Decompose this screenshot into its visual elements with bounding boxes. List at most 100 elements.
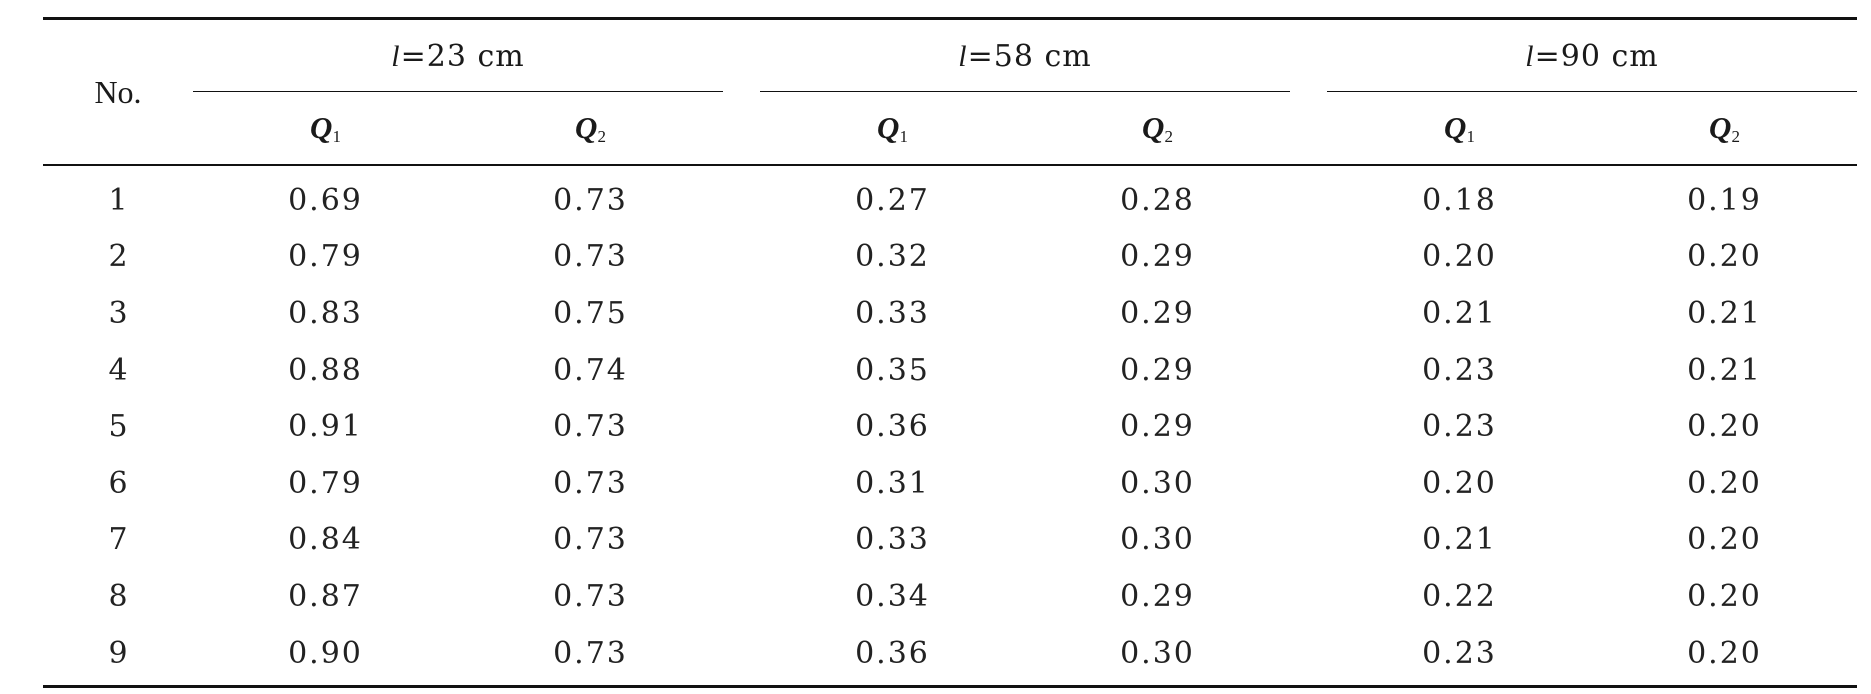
column-header-q1: Q1 xyxy=(1327,92,1592,166)
value-cell: 0.21 xyxy=(1422,295,1497,331)
value-cell: 0.18 xyxy=(1422,182,1497,218)
value-cell: 0.20 xyxy=(1422,465,1497,501)
table-row: 9 0.90 0.73 0.36 0.30 0.23 0.20 xyxy=(43,624,1857,689)
table-row: 6 0.79 0.73 0.31 0.30 0.20 0.20 xyxy=(43,455,1857,512)
value-cell: 0.75 xyxy=(553,295,628,331)
no-column-header: No. xyxy=(43,20,193,166)
table-row: 7 0.84 0.73 0.33 0.30 0.21 0.20 xyxy=(43,512,1857,569)
group-var: l xyxy=(391,39,401,73)
value-cell: 0.27 xyxy=(855,182,930,218)
value-cell: 0.29 xyxy=(1120,578,1195,614)
row-number-cell: 7 xyxy=(108,522,128,558)
value-cell: 0.29 xyxy=(1120,352,1195,388)
value-cell: 0.23 xyxy=(1327,624,1592,689)
column-header-q2: Q2 xyxy=(458,92,723,166)
value-cell: 0.88 xyxy=(288,352,363,388)
data-table-container: No. l=23 cm l=58 cm l=90 cm Q1 Q2 xyxy=(43,17,1857,689)
group-underline xyxy=(193,91,723,92)
value-cell: 0.35 xyxy=(855,352,930,388)
value-cell: 0.36 xyxy=(760,624,1025,689)
row-number-cell: 1 xyxy=(108,182,128,218)
group-var: l xyxy=(958,39,968,73)
data-table: No. l=23 cm l=58 cm l=90 cm Q1 Q2 xyxy=(43,17,1857,689)
value-cell: 0.30 xyxy=(1025,624,1290,689)
value-cell: 0.23 xyxy=(1422,409,1497,445)
table-row: 2 0.79 0.73 0.32 0.29 0.20 0.20 xyxy=(43,229,1857,286)
value-cell: 0.30 xyxy=(1120,465,1195,501)
value-cell: 0.28 xyxy=(1120,182,1195,218)
value-cell: 0.21 xyxy=(1687,352,1762,388)
value-cell: 0.29 xyxy=(1120,409,1195,445)
column-gap xyxy=(723,455,760,512)
value-cell: 0.21 xyxy=(1422,522,1497,558)
group-header-l58: l=58 cm xyxy=(760,20,1290,92)
row-number-cell: 3 xyxy=(108,295,128,331)
value-cell: 0.87 xyxy=(288,578,363,614)
value-cell: 0.32 xyxy=(855,239,930,275)
value-cell: 0.73 xyxy=(553,409,628,445)
group-underline xyxy=(1327,91,1857,92)
column-header-q2: Q2 xyxy=(1592,92,1857,166)
value-cell: 0.22 xyxy=(1422,578,1497,614)
group-eq: =23 cm xyxy=(400,38,525,74)
value-cell: 0.33 xyxy=(855,522,930,558)
column-gap xyxy=(1290,165,1327,229)
value-cell: 0.20 xyxy=(1687,522,1762,558)
value-cell: 0.74 xyxy=(553,352,628,388)
value-cell: 0.36 xyxy=(855,409,930,445)
value-cell: 0.20 xyxy=(1687,578,1762,614)
table-header: No. l=23 cm l=58 cm l=90 cm Q1 Q2 xyxy=(43,17,1857,166)
table-row: 1 0.69 0.73 0.27 0.28 0.18 0.19 xyxy=(43,165,1857,229)
group-underline xyxy=(760,91,1290,92)
table-row: 5 0.91 0.73 0.36 0.29 0.23 0.20 xyxy=(43,398,1857,455)
column-gap xyxy=(723,624,760,689)
value-cell: 0.30 xyxy=(1120,522,1195,558)
value-cell: 0.23 xyxy=(1422,352,1497,388)
table-row: 3 0.83 0.75 0.33 0.29 0.21 0.21 xyxy=(43,285,1857,342)
value-cell: 0.73 xyxy=(553,239,628,275)
column-gap xyxy=(723,165,760,229)
table-row: 4 0.88 0.74 0.35 0.29 0.23 0.21 xyxy=(43,342,1857,399)
table-row: 8 0.87 0.73 0.34 0.29 0.22 0.20 xyxy=(43,568,1857,625)
column-gap xyxy=(723,285,760,342)
value-cell: 0.20 xyxy=(1422,239,1497,275)
value-cell: 0.20 xyxy=(1592,624,1857,689)
value-cell: 0.90 xyxy=(193,624,458,689)
column-gap xyxy=(1290,568,1327,625)
value-cell: 0.29 xyxy=(1120,239,1195,275)
value-cell: 0.83 xyxy=(288,295,363,331)
row-number-cell: 8 xyxy=(108,578,128,614)
group-header-l90: l=90 cm xyxy=(1327,20,1857,92)
value-cell: 0.84 xyxy=(288,522,363,558)
column-gap xyxy=(723,398,760,455)
value-cell: 0.19 xyxy=(1687,182,1762,218)
column-gap xyxy=(1290,624,1327,689)
column-gap xyxy=(1290,398,1327,455)
value-cell: 0.20 xyxy=(1687,239,1762,275)
group-eq: =58 cm xyxy=(967,38,1092,74)
value-cell: 0.21 xyxy=(1687,295,1762,331)
column-header-q1: Q1 xyxy=(193,92,458,166)
column-gap xyxy=(723,342,760,399)
row-number-cell: 5 xyxy=(108,409,128,445)
value-cell: 0.79 xyxy=(288,239,363,275)
value-cell: 0.79 xyxy=(288,465,363,501)
group-var: l xyxy=(1525,39,1535,73)
value-cell: 0.73 xyxy=(458,624,723,689)
row-number-cell: 6 xyxy=(108,465,128,501)
row-number-cell: 4 xyxy=(108,352,128,388)
column-gap xyxy=(723,568,760,625)
column-gap xyxy=(1290,229,1327,286)
value-cell: 0.29 xyxy=(1120,295,1195,331)
value-cell: 0.73 xyxy=(553,465,628,501)
value-cell: 0.69 xyxy=(288,182,363,218)
value-cell: 0.73 xyxy=(553,522,628,558)
column-gap xyxy=(1290,342,1327,399)
value-cell: 0.20 xyxy=(1687,465,1762,501)
value-cell: 0.73 xyxy=(553,578,628,614)
group-eq: =90 cm xyxy=(1534,38,1659,74)
column-gap xyxy=(723,512,760,569)
column-gap xyxy=(1290,455,1327,512)
column-header-q2: Q2 xyxy=(1025,92,1290,166)
value-cell: 0.31 xyxy=(855,465,930,501)
